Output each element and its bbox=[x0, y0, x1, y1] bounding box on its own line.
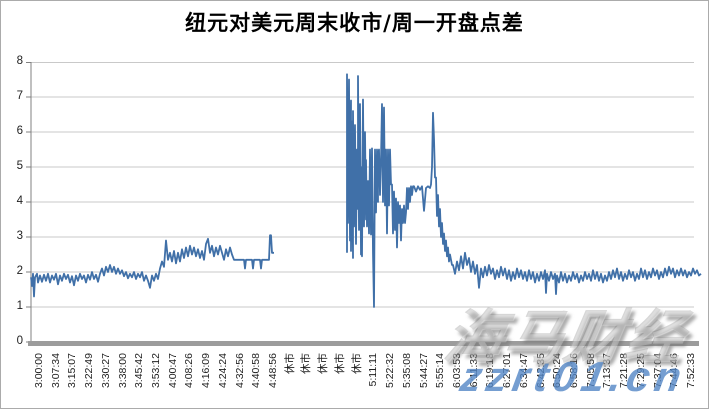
y-tick-label: 4 bbox=[16, 195, 23, 207]
x-tick-label: 5:11:11 bbox=[367, 353, 380, 387]
x-tick-label: 4:16:09 bbox=[200, 353, 213, 389]
x-tick-label: 5:55:14 bbox=[434, 353, 447, 389]
x-tick-label: 休市 bbox=[283, 353, 296, 374]
x-tick-label: 3:00:00 bbox=[33, 353, 45, 389]
x-tick-label: 4:00:47 bbox=[166, 353, 179, 389]
x-tick-label: 3:22:49 bbox=[83, 353, 96, 389]
x-tick-label: 3:15:07 bbox=[66, 353, 79, 389]
x-tick-label: 4:24:24 bbox=[216, 353, 229, 389]
x-tick-label: 3:38:00 bbox=[116, 353, 129, 389]
x-tick-label: 5:35:08 bbox=[400, 353, 413, 389]
y-tick-label: 7 bbox=[16, 90, 23, 102]
x-tick-label: 7:13:37 bbox=[601, 353, 614, 389]
spread-line-series bbox=[30, 234, 274, 298]
y-tick-label: 1 bbox=[16, 300, 23, 312]
x-tick-label: 7:29:25 bbox=[634, 353, 647, 389]
x-tick-label: 6:42:35 bbox=[534, 353, 547, 389]
x-tick-label: 4:32:56 bbox=[233, 353, 246, 389]
x-tick-label: 休市 bbox=[300, 353, 313, 374]
x-tick-label: 3:45:42 bbox=[133, 353, 146, 389]
x-tick-label: 6:03:53 bbox=[450, 353, 463, 389]
y-tick-label: 5 bbox=[16, 160, 23, 172]
x-tick-label: 7:05:58 bbox=[584, 353, 597, 389]
x-tick-label: 5:44:27 bbox=[417, 353, 430, 389]
x-tick-label: 3:07:34 bbox=[49, 353, 62, 389]
x-tick-label: 4:08:26 bbox=[183, 353, 196, 389]
x-tick-label: 3:53:12 bbox=[150, 353, 163, 389]
x-axis-line bbox=[28, 341, 699, 346]
x-tick-label: 5:22:32 bbox=[384, 353, 397, 389]
x-tick-label: 休市 bbox=[333, 353, 346, 374]
spread-line-series bbox=[346, 73, 702, 308]
y-tick-label: 8 bbox=[16, 55, 23, 67]
x-tick-label: 6:58:16 bbox=[567, 353, 580, 389]
x-tick-label: 休市 bbox=[317, 353, 330, 374]
y-tick-label: 6 bbox=[16, 125, 23, 137]
x-tick-label: 4:40:58 bbox=[250, 353, 263, 389]
y-tick-label: 0 bbox=[16, 335, 23, 347]
x-tick-label: 6:50:24 bbox=[551, 353, 564, 389]
y-tick-label: 3 bbox=[16, 230, 23, 242]
x-tick-label: 7:44:46 bbox=[668, 353, 681, 389]
chart-title: 纽元对美元周末收市/周一开盘点差 bbox=[185, 10, 524, 35]
x-tick-label: 6:19:18 bbox=[484, 353, 497, 389]
x-tick-label: 7:37:04 bbox=[651, 353, 664, 389]
x-tick-label: 4:48:56 bbox=[267, 353, 280, 389]
x-tick-label: 7:52:33 bbox=[685, 353, 697, 389]
x-tick-label: 7:21:28 bbox=[618, 353, 631, 389]
x-tick-label: 3:30:27 bbox=[99, 353, 112, 389]
x-tick-label: 休市 bbox=[350, 353, 363, 374]
x-tick-label: 6:27:01 bbox=[501, 353, 514, 389]
plot-area bbox=[26, 62, 702, 346]
y-tick-label: 2 bbox=[16, 265, 23, 277]
x-tick-label: 6:11:33 bbox=[467, 353, 480, 388]
x-tick-label: 6:34:47 bbox=[517, 353, 530, 389]
